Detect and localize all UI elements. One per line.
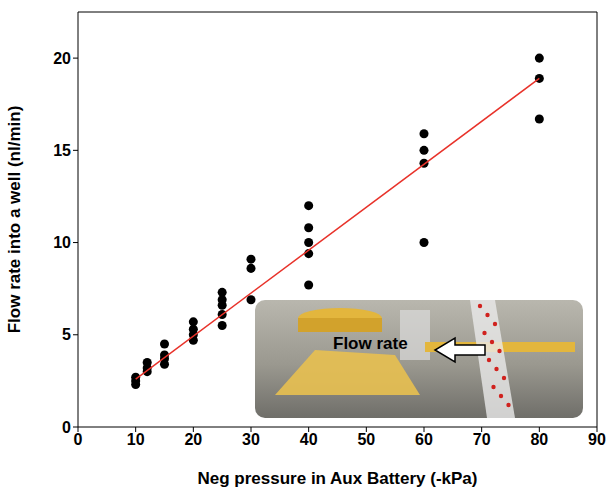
- svg-text:70: 70: [473, 431, 491, 448]
- svg-text:Flow rate into a well (nl/min): Flow rate into a well (nl/min): [5, 106, 24, 334]
- svg-text:20: 20: [184, 431, 202, 448]
- svg-text:15: 15: [53, 142, 71, 159]
- svg-text:20: 20: [53, 50, 71, 67]
- svg-text:Neg pressure in Aux Battery (-: Neg pressure in Aux Battery (-kPa): [198, 469, 478, 488]
- svg-text:30: 30: [242, 431, 260, 448]
- svg-text:0: 0: [62, 419, 71, 436]
- svg-text:60: 60: [415, 431, 433, 448]
- svg-text:80: 80: [530, 431, 548, 448]
- svg-text:0: 0: [74, 431, 83, 448]
- html-text:Flow rate: Flow rate: [333, 334, 408, 353]
- svg-text:10: 10: [127, 431, 145, 448]
- svg-text:50: 50: [357, 431, 375, 448]
- svg-text:40: 40: [300, 431, 318, 448]
- svg-text:5: 5: [62, 326, 71, 343]
- svg-text:90: 90: [588, 431, 606, 448]
- svg-text:10: 10: [53, 234, 71, 251]
